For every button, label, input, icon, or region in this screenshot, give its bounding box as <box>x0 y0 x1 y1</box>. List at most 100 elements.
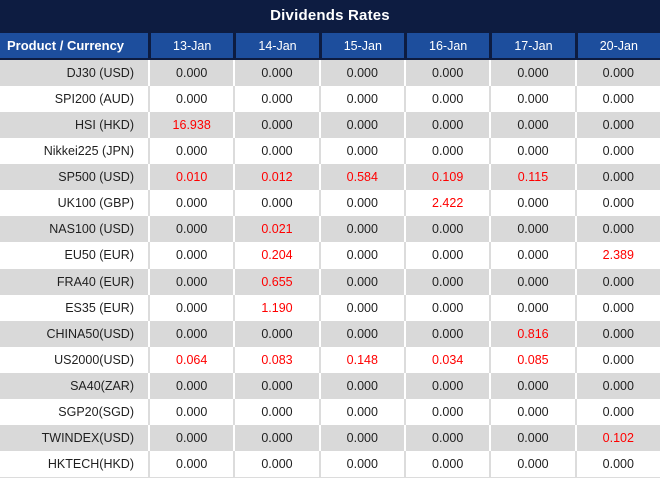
value-cell: 0.000 <box>148 320 233 347</box>
product-cell: TWINDEX(USD) <box>41 430 134 445</box>
value-cell: 0.000 <box>574 398 660 425</box>
value-cell: 0.000 <box>233 372 318 399</box>
value-cell: 0.000 <box>574 112 660 139</box>
value-cell: 0.000 <box>318 294 404 321</box>
value-cell: 0.000 <box>489 450 574 477</box>
value-cell: 0.000 <box>318 60 404 87</box>
value-cell: 0.000 <box>148 372 233 399</box>
value-cell: 0.000 <box>233 450 318 477</box>
value-cell: 1.190 <box>233 294 318 321</box>
value-cell: 0.000 <box>574 190 660 217</box>
value-cell: 0.000 <box>489 242 574 269</box>
value-cell: 0.000 <box>233 398 318 425</box>
value-cell: 0.102 <box>574 424 660 451</box>
product-cell: HSI (HKD) <box>74 118 134 133</box>
value-cell: 0.010 <box>148 164 233 191</box>
value-cell: 0.000 <box>318 138 404 165</box>
table-row: SPI200 (AUD) 0.000 0.000 0.000 0.000 0.000 0.0… <box>0 86 660 113</box>
product-cell: SA40(ZAR) <box>70 378 134 393</box>
value-cell: 0.000 <box>148 242 233 269</box>
product-cell: US2000(USD) <box>54 352 134 367</box>
value-cell: 16.938 <box>148 112 233 139</box>
table-row: SGP20(SGD) 0.000 0.000 0.000 0.000 0.000 0.000 <box>0 398 660 425</box>
table-row: ES35 (EUR) 0.000 1.190 0.000 0.000 0.000 0.000 <box>0 294 660 321</box>
value-cell: 0.000 <box>489 216 574 243</box>
value-cell: 0.000 <box>403 372 489 399</box>
value-cell: 0.000 <box>148 190 233 217</box>
value-cell: 0.148 <box>318 346 404 373</box>
value-cell: 0.115 <box>489 164 574 191</box>
value-cell: 0.000 <box>574 372 660 399</box>
value-cell: 0.000 <box>233 320 318 347</box>
value-cell: 0.000 <box>574 268 660 295</box>
value-cell: 0.816 <box>489 320 574 347</box>
table-row: TWINDEX(USD) 0.000 0.000 0.000 0.000 0.000 0.1… <box>0 424 660 451</box>
value-cell: 0.000 <box>233 112 318 139</box>
value-cell: 0.000 <box>318 268 404 295</box>
value-cell: 0.000 <box>148 138 233 165</box>
product-cell: SGP20(SGD) <box>58 404 134 419</box>
value-cell: 0.000 <box>233 138 318 165</box>
value-cell: 0.034 <box>403 346 489 373</box>
value-cell: 0.000 <box>403 450 489 477</box>
value-cell: 0.000 <box>403 268 489 295</box>
value-cell: 0.064 <box>148 346 233 373</box>
value-cell: 0.000 <box>403 112 489 139</box>
value-cell: 0.000 <box>574 138 660 165</box>
value-cell: 0.204 <box>233 242 318 269</box>
value-cell: 0.000 <box>574 450 660 477</box>
value-cell: 0.000 <box>403 86 489 113</box>
value-cell: 0.000 <box>574 346 660 373</box>
table-header-row: Product / Currency 13-Jan 14-Jan 15-Jan … <box>0 31 660 60</box>
value-cell: 2.422 <box>403 190 489 217</box>
value-cell: 0.000 <box>233 190 318 217</box>
value-cell: 0.000 <box>489 372 574 399</box>
table-title: Dividends Rates <box>0 0 660 31</box>
value-cell: 0.000 <box>574 216 660 243</box>
value-cell: 0.000 <box>574 164 660 191</box>
column-header-date-2: 14-Jan <box>233 33 318 58</box>
value-cell: 0.000 <box>403 60 489 87</box>
value-cell: 0.000 <box>489 112 574 139</box>
value-cell: 0.000 <box>233 86 318 113</box>
product-cell: NAS100 (USD) <box>49 222 134 237</box>
value-cell: 0.000 <box>318 112 404 139</box>
value-cell: 0.000 <box>233 60 318 87</box>
value-cell: 0.000 <box>318 398 404 425</box>
column-header-product: Product / Currency <box>7 38 125 53</box>
column-header-date-4: 16-Jan <box>403 33 489 58</box>
value-cell: 0.000 <box>318 86 404 113</box>
value-cell: 0.000 <box>148 450 233 477</box>
value-cell: 0.000 <box>489 60 574 87</box>
product-cell: UK100 (GBP) <box>57 196 134 211</box>
table-row: SA40(ZAR) 0.000 0.000 0.000 0.000 0.000 0.000 <box>0 372 660 399</box>
value-cell: 0.000 <box>318 320 404 347</box>
column-header-date-3: 15-Jan <box>318 33 404 58</box>
product-cell: Nikkei225 (JPN) <box>43 144 134 159</box>
value-cell: 0.000 <box>318 216 404 243</box>
value-cell: 0.000 <box>403 138 489 165</box>
value-cell: 0.021 <box>233 216 318 243</box>
value-cell: 0.000 <box>489 294 574 321</box>
value-cell: 0.000 <box>403 320 489 347</box>
product-cell: SPI200 (AUD) <box>54 92 134 107</box>
value-cell: 0.000 <box>148 86 233 113</box>
table-row: Nikkei225 (JPN) 0.000 0.000 0.000 0.000 0.000… <box>0 138 660 165</box>
value-cell: 0.000 <box>489 424 574 451</box>
table-body: DJ30 (USD) 0.000 0.000 0.000 0.000 0.000 0.000… <box>0 60 660 477</box>
value-cell: 0.000 <box>318 424 404 451</box>
product-cell: SP500 (USD) <box>58 170 134 185</box>
value-cell: 0.000 <box>148 60 233 87</box>
table-row: DJ30 (USD) 0.000 0.000 0.000 0.000 0.000 0.000 <box>0 60 660 87</box>
value-cell: 0.000 <box>318 242 404 269</box>
value-cell: 0.000 <box>574 86 660 113</box>
value-cell: 0.109 <box>403 164 489 191</box>
value-cell: 0.000 <box>403 424 489 451</box>
value-cell: 0.000 <box>148 398 233 425</box>
table-row: SP500 (USD) 0.010 0.012 0.584 0.109 0.115 0.00… <box>0 164 660 191</box>
table-row: NAS100 (USD) 0.000 0.021 0.000 0.000 0.000 0.0… <box>0 216 660 243</box>
value-cell: 0.000 <box>403 242 489 269</box>
product-cell: FRA40 (EUR) <box>56 274 134 289</box>
value-cell: 0.085 <box>489 346 574 373</box>
